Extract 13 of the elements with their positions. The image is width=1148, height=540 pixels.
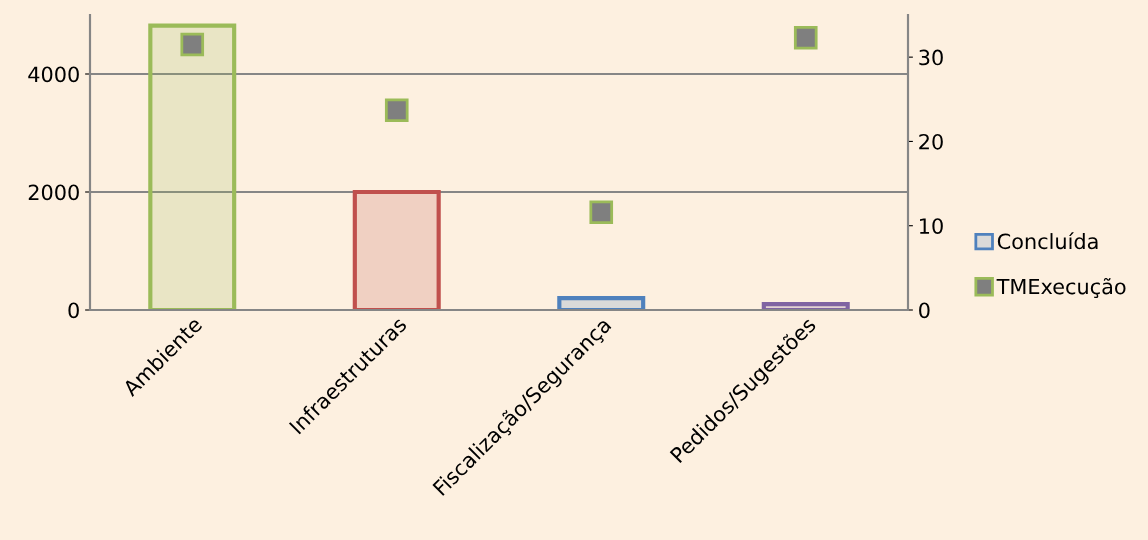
point — [793, 25, 818, 50]
y2-tick-label: 0 — [919, 302, 930, 319]
y-tick-label: 0 — [68, 302, 79, 319]
y-tick-label: 2000 — [28, 184, 79, 201]
legend-label: Concluída — [997, 232, 1098, 250]
y2-tick-label: 10 — [920, 218, 943, 234]
y-tick-label: 4000 — [28, 66, 79, 83]
point — [384, 98, 409, 123]
y2-tick-label: 20 — [919, 133, 943, 150]
y2-tick-label: 30 — [919, 49, 943, 66]
legend-label: TMExecução — [996, 277, 1126, 299]
point — [589, 200, 614, 225]
point — [180, 32, 205, 57]
